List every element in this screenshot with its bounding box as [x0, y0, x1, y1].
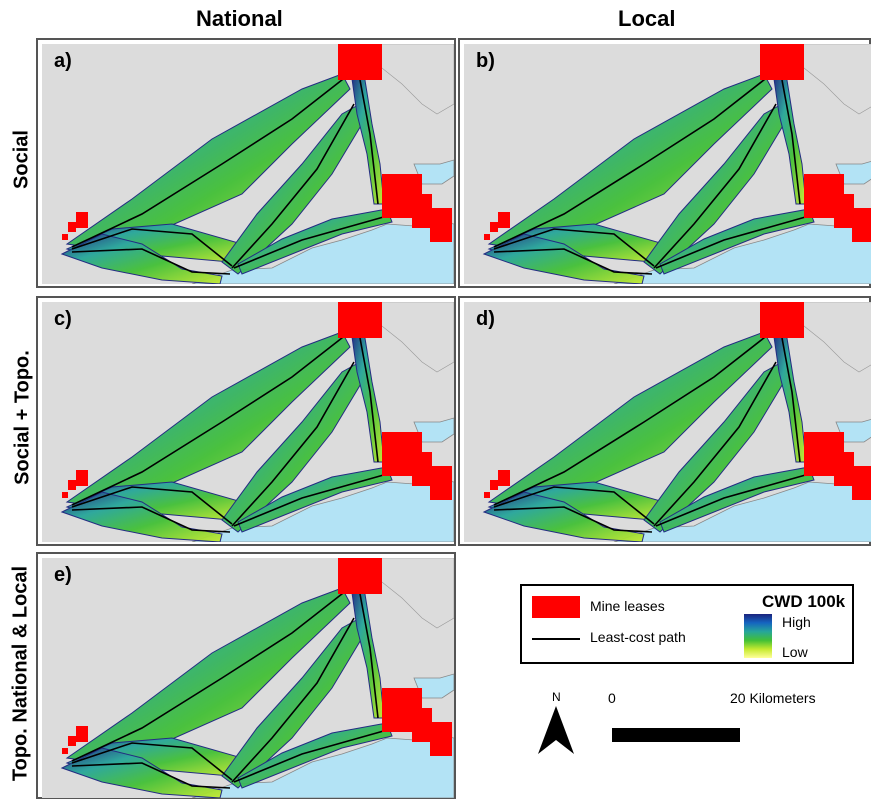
map-panel-d: d) [458, 296, 871, 546]
map-panel-a: a) [36, 38, 456, 288]
legend-low-label: Low [782, 644, 808, 660]
least-cost-path-swatch [532, 638, 580, 640]
mine-leases-swatch [532, 596, 580, 618]
legend-cwd-title: CWD 100k [762, 592, 846, 611]
column-header-national: National [196, 6, 283, 31]
legend-mine-leases-label: Mine leases [590, 598, 665, 614]
row-header-topo-national-local: Topo. National & Local [9, 565, 32, 782]
panel-label-e: e) [54, 564, 72, 586]
cwd-color-ramp [744, 614, 772, 658]
north-arrow-icon [538, 706, 574, 754]
row-header-social: Social [10, 130, 33, 189]
scale-distance-label: 20 Kilometers [730, 690, 816, 706]
panel-label-d: d) [476, 308, 495, 330]
scale-bar [612, 728, 740, 742]
north-label: N [552, 690, 561, 704]
panel-label-b: b) [476, 50, 495, 72]
map-e [42, 558, 454, 798]
map-a [42, 44, 454, 284]
map-panel-c: c) [36, 296, 456, 546]
panel-label-c: c) [54, 308, 72, 330]
map-c [42, 302, 454, 542]
scale-zero-label: 0 [608, 690, 616, 706]
map-panel-b: b) [458, 38, 871, 288]
map-legend: Mine leases Least-cost path CWD 100k Hig… [520, 584, 854, 664]
legend-least-cost-path-label: Least-cost path [590, 629, 686, 645]
map-panel-e: e) [36, 552, 456, 799]
map-d [464, 302, 871, 542]
map-b [464, 44, 871, 284]
row-header-social-topo: Social + Topo. [11, 350, 34, 485]
column-header-local: Local [618, 6, 676, 31]
legend-high-label: High [782, 614, 811, 630]
panel-label-a: a) [54, 50, 72, 72]
